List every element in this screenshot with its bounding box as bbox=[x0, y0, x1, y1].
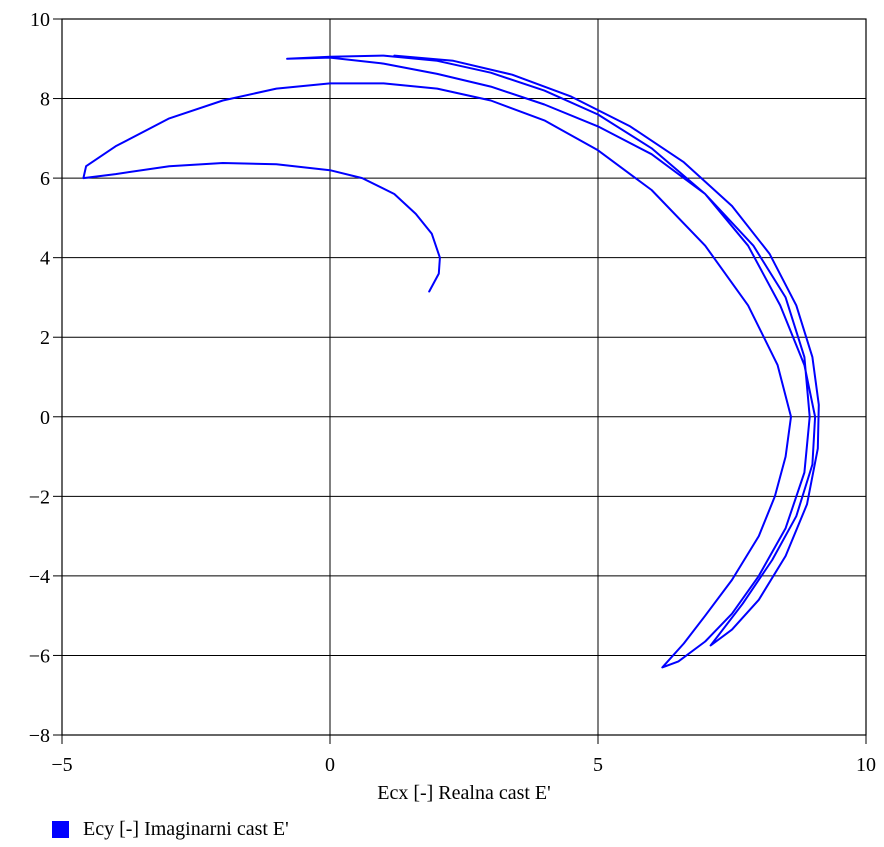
x-axis-title: Ecx [-] Realna cast E' bbox=[377, 782, 551, 804]
y-tick-label: −4 bbox=[29, 566, 50, 588]
legend-label: Ecy [-] Imaginarni cast E' bbox=[83, 818, 289, 840]
chart-grid bbox=[61, 18, 867, 736]
x-tick-label: 5 bbox=[593, 754, 603, 776]
y-tick-label: 4 bbox=[40, 248, 50, 270]
y-tick-label: 2 bbox=[40, 327, 50, 349]
y-tick-label: 8 bbox=[40, 89, 50, 111]
x-tick-label: 10 bbox=[856, 754, 876, 776]
x-tick-label: 0 bbox=[325, 754, 335, 776]
chart-series-layer bbox=[82, 54, 820, 669]
chart-ticks: −8 −6 −4 −2 0 2 4 6 8 10 −5 0 5 10 bbox=[29, 9, 876, 776]
plot-frame bbox=[61, 18, 867, 736]
y-tick-label: 6 bbox=[40, 168, 50, 190]
series-line bbox=[82, 54, 820, 669]
y-tick-label: −6 bbox=[29, 645, 50, 667]
y-tick-label: 10 bbox=[30, 9, 50, 31]
x-tick-label: −5 bbox=[51, 754, 72, 776]
legend-swatch bbox=[52, 821, 69, 838]
y-tick-label: −8 bbox=[29, 725, 50, 747]
legend: Ecy [-] Imaginarni cast E' bbox=[52, 818, 289, 841]
y-tick-label: 0 bbox=[40, 407, 50, 429]
y-tick-label: −2 bbox=[29, 486, 50, 508]
